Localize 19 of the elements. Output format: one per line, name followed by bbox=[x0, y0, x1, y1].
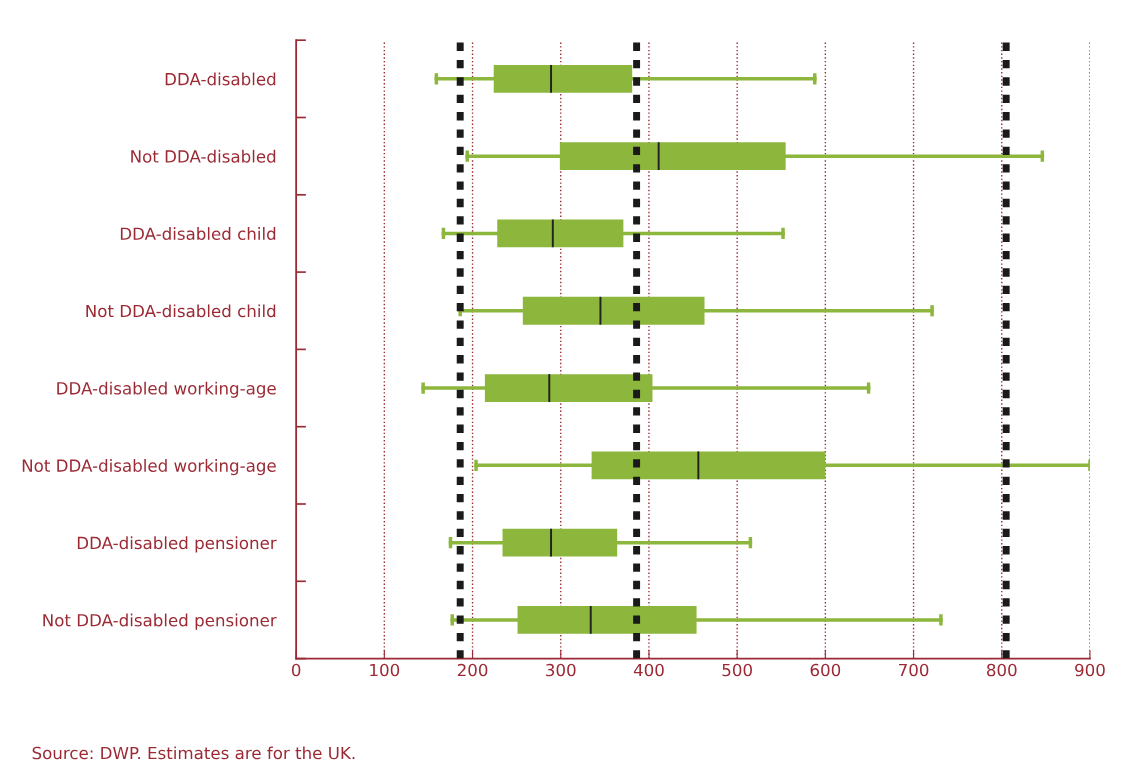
x-tick-label: 200 bbox=[457, 663, 488, 677]
y-tick-label: Not DDA-disabled child bbox=[86, 304, 276, 318]
y-tick-label: DDA-disabled working-age bbox=[57, 381, 276, 398]
x-tick-label: 700 bbox=[899, 663, 929, 677]
y-tick-label: DDA-disabled bbox=[165, 72, 276, 86]
x-tick-label: 900 bbox=[1075, 663, 1105, 677]
x-tick-label: 0 bbox=[291, 663, 301, 677]
source-note: Source: DWP. Estimates are for the UK. bbox=[32, 746, 355, 760]
y-tick-label: Not DDA-disabled pensioner bbox=[43, 613, 277, 630]
x-tick-label: 800 bbox=[986, 663, 1017, 677]
x-tick-label: 100 bbox=[370, 663, 400, 677]
x-tick-label: 500 bbox=[722, 663, 752, 677]
x-tick-label: 300 bbox=[546, 663, 576, 677]
x-tick-label: 600 bbox=[810, 663, 841, 677]
y-tick-label: DDA-disabled child bbox=[120, 227, 276, 241]
y-tick-label: Not DDA-disabled working-age bbox=[22, 459, 276, 476]
y-tick-label: Not DDA-disabled bbox=[131, 149, 276, 163]
y-tick-label: DDA-disabled pensioner bbox=[77, 536, 277, 553]
x-tick-label: 400 bbox=[633, 663, 664, 677]
